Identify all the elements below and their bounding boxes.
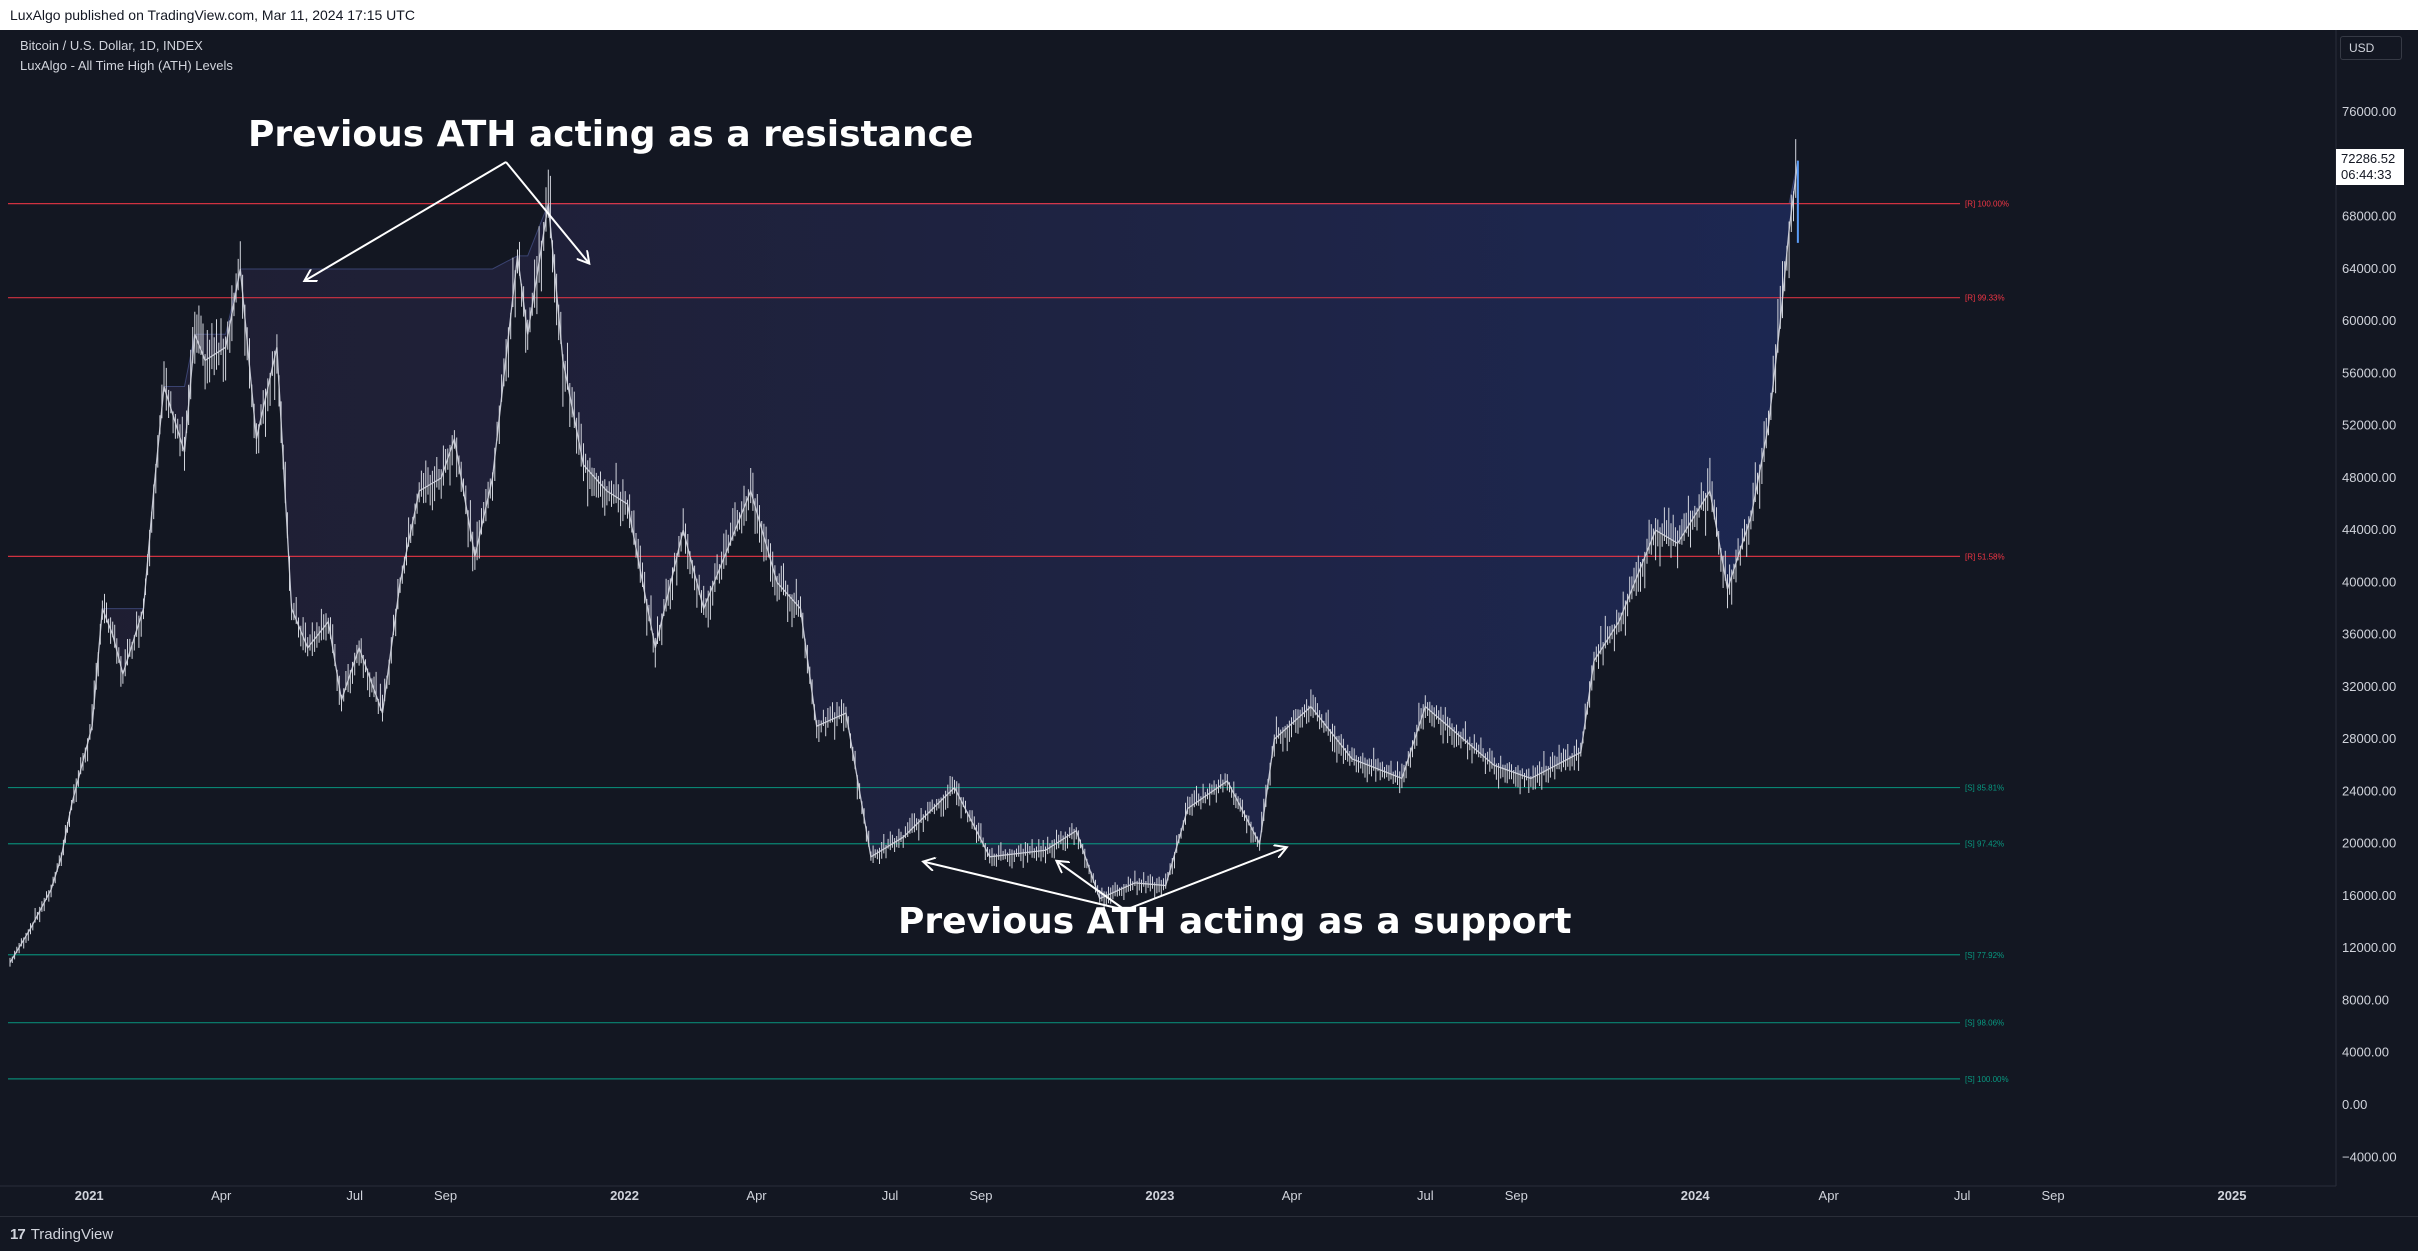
time-tick-label: Sep (969, 1188, 992, 1203)
ath-level-lines: [R] 100.00% [R] 99.33% [R] 51.58% [S] 85.81… (8, 200, 2009, 1084)
time-tick-label: Jul (346, 1188, 363, 1203)
price-tick-label: 24000.00 (2342, 783, 2396, 798)
price-tick-label: 48000.00 (2342, 470, 2396, 485)
time-tick-label: 2021 (75, 1188, 104, 1203)
footer-bar: 17 TradingView (0, 1216, 2418, 1251)
time-tick-label: Jul (1954, 1188, 1971, 1203)
price-tick-label: 4000.00 (2342, 1045, 2389, 1060)
price-axis[interactable]: 76000.0072000.0068000.0064000.0060000.00… (2342, 104, 2397, 1164)
resistance-arrow-right (505, 161, 588, 262)
time-tick-label: 2023 (1145, 1188, 1174, 1203)
price-tick-label: 64000.00 (2342, 261, 2396, 276)
time-axis[interactable]: 2021 Apr Jul Sep 2022 Apr Jul Sep 2023 Apr Jul Sep 2… (75, 1188, 2247, 1203)
currency-selector[interactable]: USD (2340, 36, 2402, 60)
time-tick-label: Apr (746, 1188, 767, 1203)
support-annotation: Previous ATH acting as a support (898, 901, 1571, 942)
ath-level-label: [R] 51.58% (1965, 552, 2005, 561)
symbol-legend[interactable]: Bitcoin / U.S. Dollar, 1D, INDEX (20, 38, 203, 53)
price-tick-label: 12000.00 (2342, 940, 2396, 955)
price-tick-label: 16000.00 (2342, 888, 2396, 903)
time-tick-label: Apr (1282, 1188, 1303, 1203)
indicator-legend[interactable]: LuxAlgo - All Time High (ATH) Levels (20, 58, 233, 73)
price-tick-label: 76000.00 (2342, 104, 2396, 119)
time-tick-label: Jul (882, 1188, 899, 1203)
time-tick-label: Sep (434, 1188, 457, 1203)
price-tick-label: 56000.00 (2342, 365, 2396, 380)
last-price-value: 72286.52 (2341, 151, 2396, 166)
price-tick-label: 20000.00 (2342, 836, 2396, 851)
price-tick-label: 52000.00 (2342, 418, 2396, 433)
price-tick-label: 68000.00 (2342, 209, 2396, 224)
time-tick-label: Apr (1819, 1188, 1840, 1203)
price-tick-label: 60000.00 (2342, 313, 2396, 328)
price-tick-label: 44000.00 (2342, 522, 2396, 537)
time-tick-label: Sep (2041, 1188, 2064, 1203)
support-arrow-1 (925, 862, 1126, 911)
published-header: LuxAlgo published on TradingView.com, Ma… (0, 0, 2418, 30)
price-tick-label: 40000.00 (2342, 574, 2396, 589)
price-tick-label: 8000.00 (2342, 992, 2389, 1007)
bar-countdown: 06:44:33 (2341, 167, 2392, 182)
price-series-layer (9, 139, 1799, 967)
annotation-layer: Previous ATH acting as a resistance Previ… (248, 114, 1571, 942)
price-series-line (9, 160, 1799, 963)
tradingview-logo-icon[interactable]: 17 (10, 1225, 26, 1243)
resistance-arrow-left (306, 161, 507, 280)
ath-level-label: [S] 77.92% (1965, 951, 2004, 960)
ath-level-label: [S] 97.42% (1965, 840, 2004, 849)
time-tick-label: 2025 (2218, 1188, 2247, 1203)
time-tick-label: Sep (1505, 1188, 1528, 1203)
price-tick-label: 36000.00 (2342, 627, 2396, 642)
price-tick-label: 28000.00 (2342, 731, 2396, 746)
support-arrow-3 (1124, 848, 1285, 911)
time-tick-label: 2022 (610, 1188, 639, 1203)
price-chart[interactable]: [R] 100.00% [R] 99.33% [R] 51.58% [S] 85.81… (0, 30, 2418, 1216)
price-tick-label: 32000.00 (2342, 679, 2396, 694)
ath-level-label: [R] 100.00% (1965, 200, 2009, 209)
currency-label: USD (2349, 41, 2375, 55)
price-tick-label: −4000.00 (2342, 1149, 2397, 1164)
ath-level-label: [S] 100.00% (1965, 1075, 2009, 1084)
time-tick-label: Apr (211, 1188, 232, 1203)
ath-level-label: [S] 98.06% (1965, 1019, 2004, 1028)
time-tick-label: Jul (1417, 1188, 1434, 1203)
ath-level-label: [S] 85.81% (1965, 784, 2004, 793)
price-tick-label: 0.00 (2342, 1097, 2367, 1112)
time-tick-label: 2024 (1681, 1188, 1711, 1203)
ath-level-label: [R] 99.33% (1965, 294, 2005, 303)
tradingview-brand[interactable]: TradingView (30, 1225, 114, 1243)
resistance-annotation: Previous ATH acting as a resistance (248, 114, 973, 155)
support-arrow-2 (1058, 862, 1126, 911)
published-text: LuxAlgo published on TradingView.com, Ma… (10, 7, 415, 23)
last-price-label: 72286.52 06:44:33 (2336, 149, 2404, 185)
